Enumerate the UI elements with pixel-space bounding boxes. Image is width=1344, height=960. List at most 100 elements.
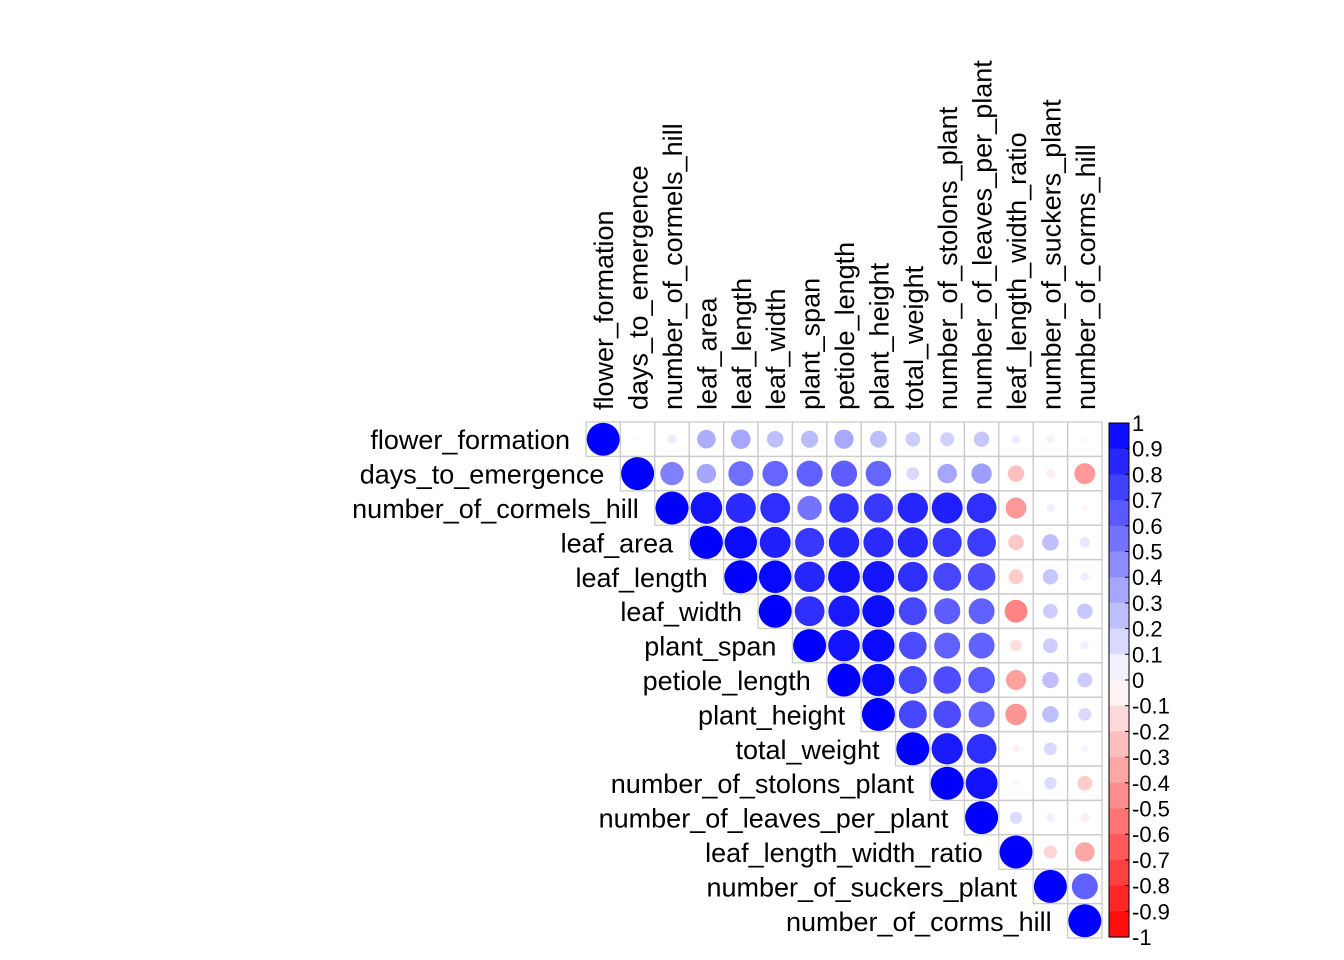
corr-circle-leaf_area-plant_span bbox=[795, 527, 825, 557]
corr-circle-total_weight-total_weight bbox=[896, 732, 930, 766]
row-label: number_of_corms_hill bbox=[786, 907, 1052, 937]
corr-circle-plant_span-number_of_suckers_plant bbox=[1043, 638, 1058, 653]
corr-circle-total_weight-leaf_length_width_ratio bbox=[1011, 744, 1021, 753]
column-labels: flower_formation days_to_emergence number_… bbox=[589, 60, 1101, 410]
row-label: number_of_suckers_plant bbox=[707, 872, 1018, 902]
corr-circle-leaf_area-leaf_length bbox=[724, 526, 757, 559]
corr-circle-flower_formation-number_of_corms_hill bbox=[1081, 436, 1088, 443]
corr-circle-leaf_length-number_of_leaves_per_plant bbox=[967, 563, 996, 591]
legend-color-band bbox=[1109, 705, 1129, 732]
corr-circle-flower_formation-petiole_length bbox=[834, 429, 854, 449]
row-label: leaf_length_width_ratio bbox=[705, 838, 983, 868]
column-label: petiole_length bbox=[830, 242, 860, 410]
corr-circle-number_of_cormels_hill-number_of_cormels_hill bbox=[655, 491, 689, 525]
corr-circle-number_of_leaves_per_plant-number_of_leaves_per_plant bbox=[965, 801, 999, 835]
legend-color-band bbox=[1109, 525, 1129, 553]
corr-circle-leaf_area-number_of_leaves_per_plant bbox=[967, 528, 996, 557]
corr-circle-number_of_cormels_hill-leaf_length_width_ratio bbox=[1005, 497, 1027, 519]
grid-layer bbox=[585, 421, 1103, 939]
corr-circle-leaf_length-number_of_stolons_plant bbox=[933, 562, 962, 591]
row-label: flower_formation bbox=[370, 425, 570, 455]
corr-circle-flower_formation-flower_formation bbox=[586, 422, 620, 456]
legend-color-band bbox=[1109, 731, 1129, 758]
column-label: total_weight bbox=[899, 265, 929, 410]
column-label: number_of_corms_hill bbox=[1071, 144, 1101, 410]
corr-circle-plant_span-petiole_length bbox=[828, 629, 860, 662]
column-label: leaf_length_width_ratio bbox=[1002, 132, 1032, 410]
legend-tick-label: -0.7 bbox=[1132, 848, 1170, 873]
corr-circle-number_of_suckers_plant-number_of_corms_hill bbox=[1071, 873, 1098, 900]
corr-circle-petiole_length-number_of_corms_hill bbox=[1077, 672, 1093, 688]
corr-circle-number_of_cormels_hill-plant_span bbox=[797, 495, 822, 521]
legend-color-band bbox=[1109, 911, 1129, 938]
legend-tick-label: 0 bbox=[1132, 668, 1144, 693]
legend-tick-label: -0.2 bbox=[1132, 719, 1170, 744]
corr-circle-number_of_cormels_hill-number_of_corms_hill bbox=[1081, 504, 1089, 512]
corr-circle-leaf_length-leaf_length bbox=[724, 560, 758, 594]
row-label: petiole_length bbox=[643, 666, 811, 696]
corr-circle-number_of_leaves_per_plant-leaf_length_width_ratio bbox=[1009, 811, 1023, 824]
legend-tick-label: -0.1 bbox=[1132, 694, 1170, 719]
corr-circle-leaf_area-number_of_suckers_plant bbox=[1042, 534, 1059, 551]
legend-tick-label: -0.3 bbox=[1132, 745, 1170, 770]
legend-tick-label: 0.7 bbox=[1132, 488, 1163, 513]
corr-circle-flower_formation-plant_span bbox=[801, 430, 819, 448]
legend-tick-label: 0.3 bbox=[1132, 591, 1163, 616]
corr-circle-flower_formation-total_weight bbox=[905, 431, 921, 447]
corr-circle-number_of_cormels_hill-petiole_length bbox=[829, 493, 859, 523]
corr-circle-leaf_area-leaf_length_width_ratio bbox=[1008, 534, 1024, 551]
corr-circle-flower_formation-leaf_length bbox=[731, 429, 751, 449]
row-label: number_of_stolons_plant bbox=[611, 769, 915, 799]
corr-circle-total_weight-number_of_suckers_plant bbox=[1044, 742, 1057, 756]
legend-tick-label: 0.2 bbox=[1132, 617, 1163, 642]
corr-circle-plant_span-plant_span bbox=[793, 629, 827, 663]
column-label: days_to_emergence bbox=[624, 165, 654, 410]
corr-circle-leaf_width-petiole_length bbox=[828, 595, 860, 627]
corr-circle-leaf_area-plant_height bbox=[863, 527, 894, 558]
legend-color-band bbox=[1109, 654, 1129, 681]
legend-tick-label: -0.9 bbox=[1132, 899, 1170, 924]
corr-circle-leaf_area-petiole_length bbox=[828, 527, 860, 558]
corr-circle-number_of_leaves_per_plant-number_of_corms_hill bbox=[1080, 813, 1090, 822]
corr-circle-flower_formation-leaf_area bbox=[697, 429, 716, 449]
legend-tick-label: 0.8 bbox=[1132, 462, 1163, 487]
corr-circle-days_to_emergence-plant_height bbox=[865, 460, 892, 487]
corr-circle-flower_formation-plant_height bbox=[869, 430, 887, 448]
legend-tick-label: 0.6 bbox=[1132, 514, 1163, 539]
corr-circle-number_of_cormels_hill-leaf_length bbox=[725, 492, 756, 524]
corr-circle-leaf_width-number_of_corms_hill bbox=[1077, 603, 1093, 619]
corr-circle-leaf_length-leaf_length_width_ratio bbox=[1008, 569, 1024, 585]
corr-circle-days_to_emergence-leaf_length bbox=[728, 461, 754, 487]
legend-color-band bbox=[1109, 602, 1129, 630]
corr-circle-leaf_area-number_of_corms_hill bbox=[1079, 537, 1091, 548]
corr-circle-flower_formation-number_of_leaves_per_plant bbox=[973, 431, 990, 447]
corr-circle-number_of_cormels_hill-leaf_area bbox=[690, 492, 723, 524]
legend-color-band bbox=[1109, 448, 1129, 475]
corr-circle-number_of_stolons_plant-number_of_stolons_plant bbox=[930, 766, 964, 800]
corr-circle-number_of_stolons_plant-leaf_length_width_ratio bbox=[1012, 779, 1020, 787]
corr-circle-number_of_cormels_hill-total_weight bbox=[897, 492, 929, 524]
corr-circle-days_to_emergence-number_of_stolons_plant bbox=[937, 463, 957, 484]
corr-circle-leaf_width-leaf_width bbox=[758, 594, 792, 628]
corr-circle-days_to_emergence-leaf_length_width_ratio bbox=[1007, 465, 1025, 482]
corr-circle-days_to_emergence-leaf_width bbox=[762, 460, 788, 487]
corr-circle-leaf_area-total_weight bbox=[897, 527, 928, 558]
corr-circle-leaf_length_width_ratio-number_of_corms_hill bbox=[1075, 842, 1095, 862]
column-label: flower_formation bbox=[589, 210, 619, 410]
row-label: number_of_cormels_hill bbox=[352, 494, 639, 524]
corr-circle-days_to_emergence-number_of_suckers_plant bbox=[1046, 469, 1055, 478]
legend-color-band bbox=[1109, 885, 1129, 912]
legend-color-band bbox=[1109, 808, 1129, 835]
corr-circle-number_of_stolons_plant-number_of_leaves_per_plant bbox=[965, 767, 998, 800]
column-label: plant_height bbox=[864, 262, 894, 410]
corr-circle-petiole_length-number_of_stolons_plant bbox=[933, 666, 961, 694]
column-label: number_of_cormels_hill bbox=[658, 123, 688, 410]
matrix-cell bbox=[1066, 902, 1103, 939]
legend-tick-label: 0.5 bbox=[1132, 540, 1163, 565]
corr-circle-number_of_cormels_hill-number_of_suckers_plant bbox=[1046, 503, 1055, 513]
corr-circle-days_to_emergence-number_of_leaves_per_plant bbox=[971, 463, 992, 484]
legend-tick-label: -1 bbox=[1132, 925, 1152, 950]
corr-circle-days_to_emergence-leaf_area bbox=[696, 463, 717, 484]
corr-circle-petiole_length-plant_height bbox=[862, 663, 895, 697]
